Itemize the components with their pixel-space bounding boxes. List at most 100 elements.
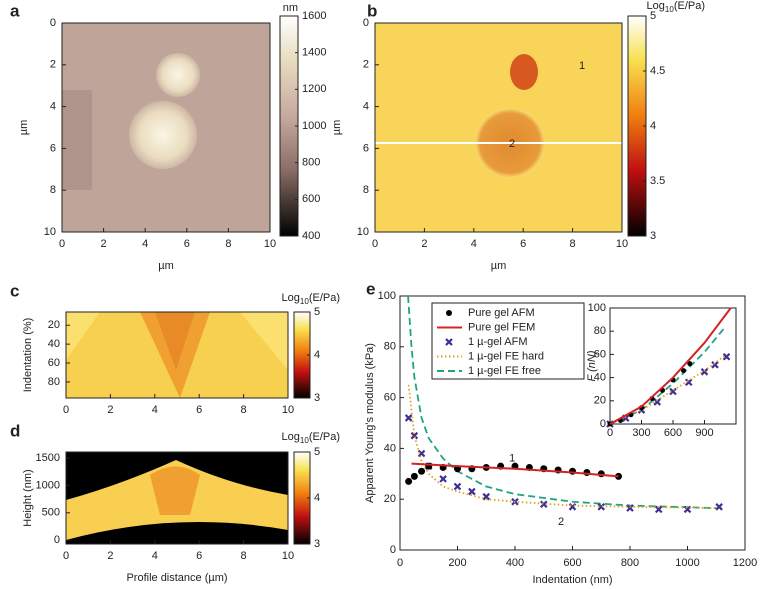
annotation: 1 bbox=[509, 452, 515, 464]
y-tick-label: 20 bbox=[594, 395, 606, 407]
colorbar-title-part: 10 bbox=[300, 297, 309, 306]
panel-label: d bbox=[10, 421, 20, 440]
y-tick-label: 500 bbox=[42, 507, 60, 519]
data-point bbox=[653, 398, 662, 406]
image-b bbox=[375, 23, 622, 232]
colorbar-tick-label: 3.5 bbox=[650, 175, 665, 187]
x-tick-label: 6 bbox=[196, 404, 202, 416]
image-a bbox=[62, 23, 270, 232]
colorbar-title: Log10(E/Pa) bbox=[647, 0, 705, 14]
colorbar-title-part: Log bbox=[282, 292, 300, 304]
colorbar-tick-label: 4.5 bbox=[650, 65, 665, 77]
colorbar-tick-label: 4 bbox=[314, 349, 320, 361]
y-tick-label: 100 bbox=[378, 290, 396, 302]
plot-frame bbox=[65, 451, 289, 545]
y-tick-label: 6 bbox=[363, 142, 369, 154]
y-tick-label: 20 bbox=[48, 319, 60, 331]
x-tick-label: 10 bbox=[282, 550, 294, 562]
x-tick-label: 6 bbox=[184, 238, 190, 250]
y-tick-label: 0 bbox=[363, 17, 369, 29]
y-tick-label: 0 bbox=[600, 418, 606, 430]
x-tick-label: 900 bbox=[695, 427, 713, 439]
series-line bbox=[407, 384, 717, 509]
colorbar-title-part: Log bbox=[647, 0, 665, 12]
y-tick-label: 0 bbox=[54, 534, 60, 546]
image-d bbox=[66, 452, 288, 544]
x-tick-label: 0 bbox=[607, 427, 613, 439]
series-line bbox=[609, 307, 732, 425]
y-tick-label: 4 bbox=[363, 101, 369, 113]
data-point bbox=[687, 361, 693, 367]
x-tick-label: 400 bbox=[506, 557, 524, 569]
colorbar-title-part: Log bbox=[282, 431, 300, 443]
x-tick-label: 4 bbox=[152, 404, 158, 416]
inset-y-axis-label: F (nN) bbox=[586, 350, 598, 381]
y-tick-label: 1500 bbox=[36, 452, 60, 464]
x-tick-label: 0 bbox=[59, 238, 65, 250]
data-point bbox=[700, 368, 709, 376]
y-tick-label: 0 bbox=[390, 544, 396, 556]
x-tick-label: 6 bbox=[196, 550, 202, 562]
y-axis-label: Apparent Young's modulus (kPa) bbox=[364, 343, 376, 503]
x-axis-label: Profile distance (µm) bbox=[126, 572, 227, 584]
x-tick-label: 1000 bbox=[675, 557, 699, 569]
legend-marker bbox=[445, 338, 453, 346]
data-point bbox=[597, 503, 606, 511]
x-tick-label: 8 bbox=[570, 238, 576, 250]
data-point bbox=[669, 387, 677, 396]
colorbar-tick-label: 4 bbox=[650, 120, 656, 132]
data-point bbox=[683, 505, 692, 514]
y-tick-label: 6 bbox=[50, 142, 56, 154]
x-tick-label: 200 bbox=[448, 557, 466, 569]
colorbar-tick-label: 5 bbox=[650, 10, 656, 22]
data-point bbox=[681, 368, 686, 374]
colorbar-tick-label: 5 bbox=[314, 306, 320, 318]
y-tick-label: 80 bbox=[594, 325, 606, 337]
x-tick-label: 4 bbox=[471, 238, 477, 250]
y-axis-label: µm bbox=[18, 120, 30, 136]
x-tick-label: 4 bbox=[142, 238, 148, 250]
y-tick-label: 2 bbox=[50, 59, 56, 71]
y-tick-label: 2 bbox=[363, 59, 369, 71]
y-tick-label: 20 bbox=[384, 493, 396, 505]
colorbar-title: Log10(E/Pa) bbox=[282, 292, 340, 306]
y-tick-label: 8 bbox=[363, 184, 369, 196]
y-tick-label: 10 bbox=[357, 226, 369, 238]
plot-frame bbox=[374, 22, 623, 233]
y-tick-label: 40 bbox=[48, 338, 60, 350]
colorbar-tick-label: 1600 bbox=[302, 10, 326, 22]
plot-frame bbox=[61, 22, 271, 233]
data-point bbox=[404, 414, 413, 422]
legend-label: Pure gel FEM bbox=[468, 321, 535, 333]
y-axis-label: Height (nm) bbox=[22, 469, 34, 526]
annotation: 2 bbox=[558, 516, 564, 528]
data-point bbox=[417, 449, 426, 458]
y-tick-label: 8 bbox=[50, 184, 56, 196]
colorbar-tick-label: 1000 bbox=[302, 120, 326, 132]
x-tick-label: 2 bbox=[421, 238, 427, 250]
legend-marker bbox=[446, 310, 452, 316]
colorbar-tick-label: 400 bbox=[302, 230, 320, 242]
colorbar-tick-label: 1400 bbox=[302, 47, 326, 59]
x-tick-label: 10 bbox=[264, 238, 276, 250]
data-point bbox=[715, 503, 723, 511]
panel-label: b bbox=[367, 1, 377, 20]
x-tick-label: 6 bbox=[520, 238, 526, 250]
colorbar-title: nm bbox=[283, 2, 298, 14]
y-tick-label: 10 bbox=[44, 226, 56, 238]
x-axis-label: Indentation (nm) bbox=[532, 574, 612, 586]
panel-label: a bbox=[10, 1, 20, 20]
legend-box bbox=[431, 302, 585, 380]
image-c bbox=[66, 312, 288, 398]
data-point bbox=[626, 504, 634, 512]
x-tick-label: 0 bbox=[63, 550, 69, 562]
colorbar-tick-label: 3 bbox=[314, 538, 320, 550]
legend-label: 1 µ-gel AFM bbox=[468, 336, 528, 348]
data-point bbox=[439, 475, 447, 483]
data-point bbox=[654, 505, 663, 514]
y-tick-label: 40 bbox=[384, 442, 396, 454]
x-tick-label: 10 bbox=[616, 238, 628, 250]
colorbar-tick-label: 3 bbox=[314, 392, 320, 404]
y-axis-label: µm bbox=[331, 120, 343, 136]
